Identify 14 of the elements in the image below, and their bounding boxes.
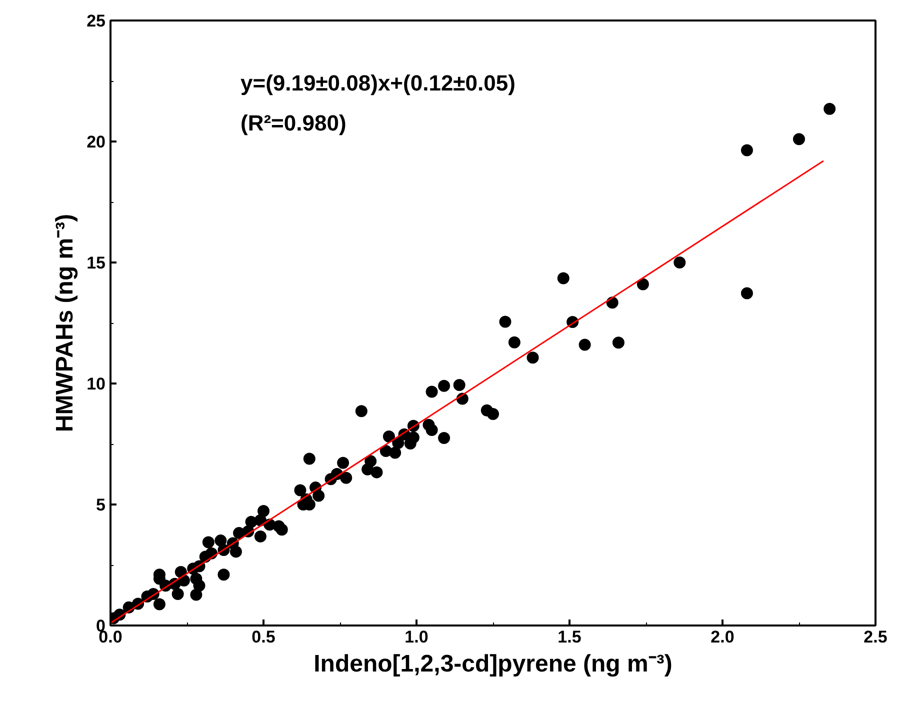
annotation: y=(9.19±0.08)x+(0.12±0.05) [240,70,516,96]
y-tick-label: 20 [86,132,106,152]
x-tick-label: 1.0 [404,628,428,646]
x-tick-label: 2.0 [710,628,734,646]
x-tick-label: 2.5 [864,628,888,646]
annotation: (R²=0.980) [240,110,346,136]
y-tick-label: 10 [86,374,106,394]
y-axis-title: HMWPAHs (ng m⁻³) [52,214,79,432]
y-tick-label: 15 [86,254,106,272]
x-axis-title: Indeno[1,2,3-cd]pyrene (ng m⁻³) [314,650,672,678]
y-tick-label: 5 [96,496,106,514]
x-tick-label: 0.5 [252,628,276,646]
x-tick-label: 1.5 [558,628,582,646]
y-tick-label: 25 [86,12,106,30]
